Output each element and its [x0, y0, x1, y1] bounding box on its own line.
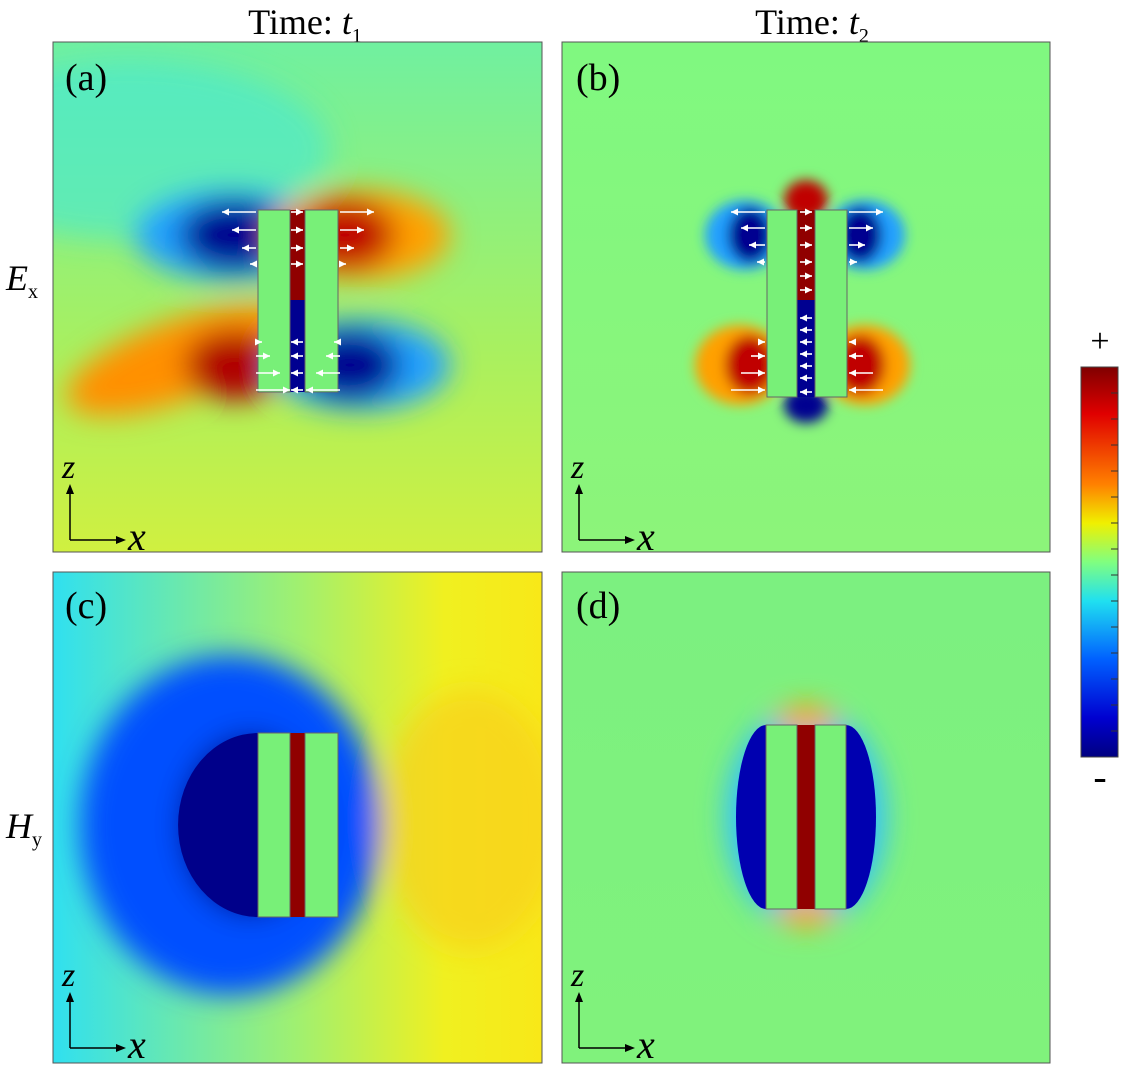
- arrow-head: [625, 536, 635, 544]
- panel-label: (c): [65, 585, 107, 627]
- arrow-head: [291, 386, 298, 394]
- arrow-head: [758, 369, 765, 377]
- arrow-head: [805, 286, 812, 294]
- colorbar-min: -: [1093, 754, 1106, 799]
- arrow-head: [291, 352, 298, 360]
- arrow-head: [757, 258, 764, 266]
- arrow-head: [222, 208, 229, 216]
- arrow-head: [334, 338, 341, 346]
- arrow-head: [800, 350, 807, 358]
- panel-label: (b): [576, 57, 620, 99]
- arrow-head: [291, 369, 298, 377]
- arrow-head: [800, 388, 807, 396]
- field-map: [562, 42, 1050, 552]
- arrow-head: [357, 226, 364, 234]
- panel-label: (a): [65, 57, 107, 99]
- axis-label: x: [127, 514, 146, 559]
- arrow-head: [805, 224, 812, 232]
- arrow-head: [283, 386, 290, 394]
- arrow-head: [805, 272, 812, 280]
- arrow-head: [858, 241, 865, 249]
- arrow-head: [306, 386, 313, 394]
- axis-label: z: [570, 449, 584, 486]
- arrow-head: [800, 374, 807, 382]
- arrow-head: [242, 244, 249, 252]
- arrow-head: [250, 260, 257, 268]
- axis-label: z: [570, 957, 584, 994]
- arrow-head: [850, 258, 857, 266]
- column-header: Time: t2: [755, 2, 869, 47]
- arrow-head: [326, 352, 333, 360]
- axis-label: x: [636, 1022, 655, 1067]
- axis-label: z: [61, 449, 75, 486]
- arrow-head: [316, 369, 323, 377]
- arrow-head: [232, 226, 239, 234]
- arrow-head: [849, 386, 856, 394]
- arrow-head: [849, 369, 856, 377]
- colorbar: [1080, 366, 1119, 758]
- arrow-head: [273, 369, 280, 377]
- arrow-head: [749, 241, 756, 249]
- axis-label: x: [127, 1022, 146, 1067]
- field-map: [53, 42, 542, 552]
- arrow-head: [805, 208, 812, 216]
- arrow-head: [296, 208, 303, 216]
- panel-label: (d): [576, 585, 620, 627]
- row-label: Hy: [5, 806, 42, 851]
- arrow-head: [296, 244, 303, 252]
- arrow-head: [291, 338, 298, 346]
- arrow-head: [805, 258, 812, 266]
- axis-label: z: [61, 957, 75, 994]
- row-label: Ex: [5, 258, 38, 303]
- arrow-head: [800, 362, 807, 370]
- arrow-head: [263, 352, 270, 360]
- arrow-head: [339, 260, 346, 268]
- arrow-head: [800, 326, 807, 334]
- arrow-head: [575, 992, 583, 1002]
- arrow-head: [849, 352, 856, 360]
- colorbar-max: +: [1090, 323, 1109, 360]
- arrow-head: [800, 314, 807, 322]
- arrow-head: [296, 226, 303, 234]
- arrow-head: [849, 338, 856, 346]
- arrow-head: [876, 208, 883, 216]
- arrow-head: [758, 352, 765, 360]
- arrow-head: [66, 484, 74, 494]
- arrow-head: [758, 386, 765, 394]
- arrow-head: [347, 244, 354, 252]
- column-header: Time: t1: [248, 2, 362, 47]
- axis-label: x: [636, 514, 655, 559]
- field-map: [562, 572, 1050, 1063]
- arrow-head: [575, 484, 583, 494]
- arrow-head: [116, 1044, 126, 1052]
- arrow-head: [805, 241, 812, 249]
- arrow-head: [741, 224, 748, 232]
- arrow-head: [367, 208, 374, 216]
- arrow-head: [625, 1044, 635, 1052]
- arrow-head: [296, 260, 303, 268]
- arrow-head: [758, 338, 765, 346]
- arrow-head: [116, 536, 126, 544]
- arrow-head: [866, 224, 873, 232]
- arrow-head: [800, 338, 807, 346]
- arrow-head: [66, 992, 74, 1002]
- arrow-head: [731, 208, 738, 216]
- arrow-head: [255, 338, 262, 346]
- field-map: [53, 572, 542, 1063]
